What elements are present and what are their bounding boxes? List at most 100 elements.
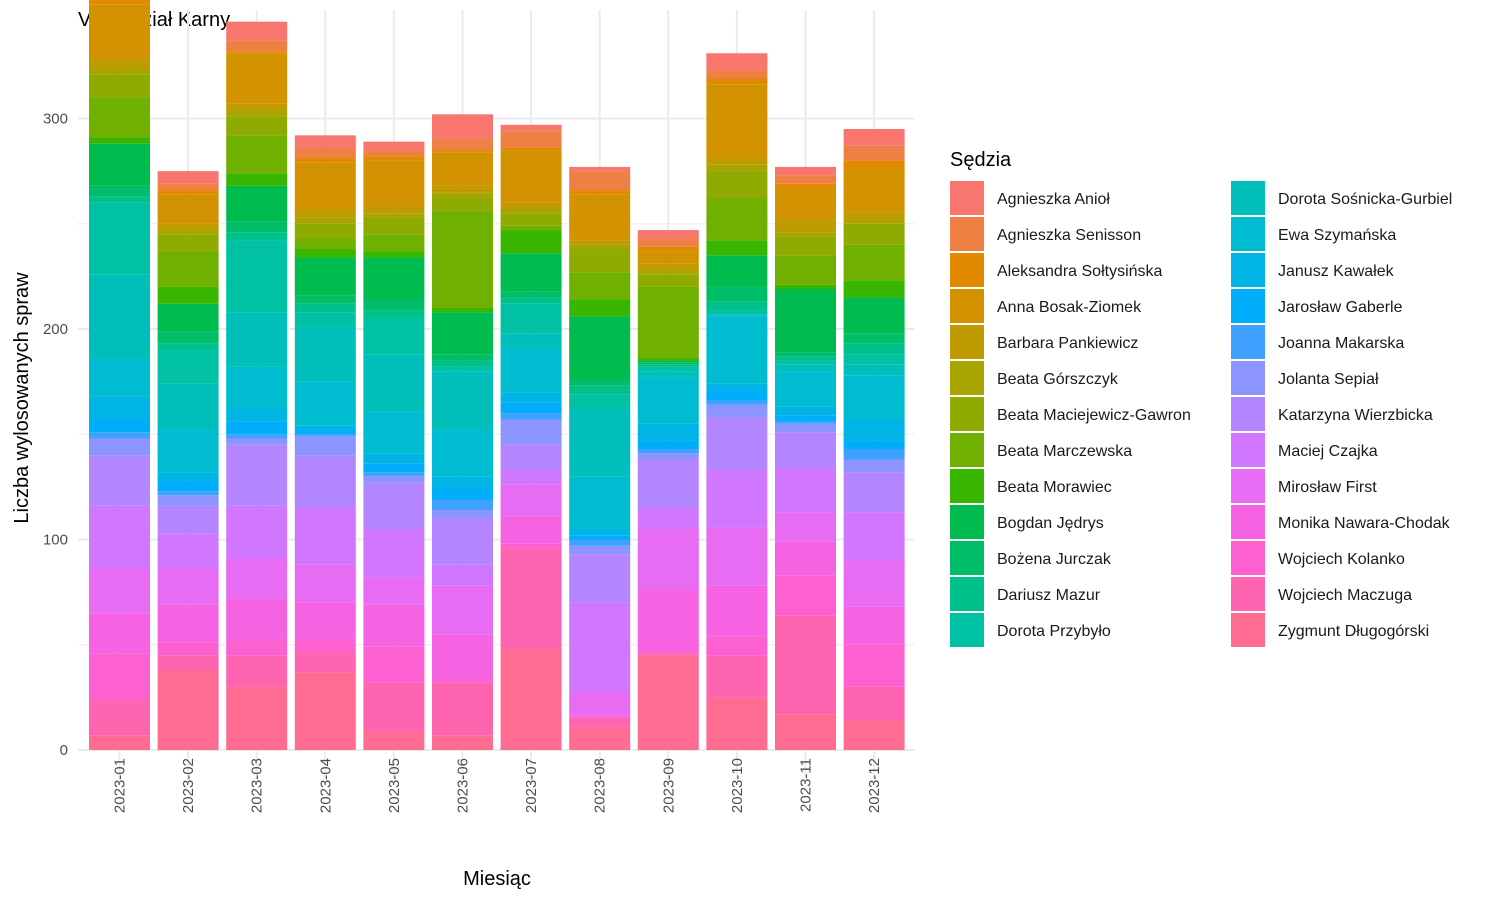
bar-segment [706, 417, 768, 471]
bar-segment [294, 312, 356, 327]
legend-key [1231, 505, 1265, 539]
legend-key [950, 289, 984, 323]
x-tick-label: 2023-12 [866, 758, 883, 813]
bar-segment [432, 312, 493, 355]
bar-segment [89, 202, 150, 275]
bar-segment [226, 438, 288, 445]
legend-key [1231, 253, 1265, 287]
bar-segment [637, 653, 699, 656]
legend-key [950, 361, 984, 395]
bar-segment [706, 383, 768, 391]
bar-segment [843, 364, 905, 376]
bar-segment [500, 648, 562, 750]
bar-segment [775, 352, 836, 357]
bar-segment [569, 554, 631, 603]
x-tick-label: 2023-01 [112, 758, 129, 813]
bar-segment [637, 364, 699, 367]
bar-segment [157, 251, 219, 287]
bar-segment [843, 419, 905, 441]
legend-key [1231, 181, 1265, 215]
bar-segment [432, 499, 493, 511]
legend-label: Dariusz Mazur [997, 587, 1101, 604]
bar-segment [226, 240, 288, 313]
bar-segment [637, 453, 699, 460]
bar-segment [432, 634, 493, 681]
bar-segment [157, 331, 219, 344]
bar-segment [363, 476, 425, 483]
bar-segment [500, 124, 562, 132]
bar-segment [569, 166, 631, 172]
bar-segment [363, 206, 425, 214]
bar-segment [89, 735, 150, 750]
bar-segment [432, 371, 493, 431]
legend-label: Beata Morawiec [997, 479, 1112, 496]
bar-segment [706, 470, 768, 527]
bar-segment [363, 577, 425, 605]
legend-key [1231, 613, 1265, 647]
bar-segment [569, 249, 631, 273]
bar-segment [775, 219, 836, 233]
bar-segment [432, 488, 493, 500]
bar-segment [294, 147, 356, 159]
bar-segment [432, 476, 493, 489]
legend-key [950, 541, 984, 575]
bar-segment [637, 459, 699, 508]
bar-segment [89, 396, 150, 420]
bar-segment [363, 528, 425, 578]
bar-segment [226, 110, 288, 117]
bar-segment [226, 598, 288, 639]
bar-segment [363, 731, 425, 750]
bar-segment [226, 51, 288, 54]
bar-segment [775, 432, 836, 468]
bar-segment [226, 366, 288, 409]
bar-segment [569, 190, 631, 195]
bar-segment [157, 194, 219, 224]
bar-segment [157, 190, 219, 195]
bar-segment [775, 255, 836, 285]
bar-segment [706, 70, 768, 79]
legend-key [1231, 541, 1265, 575]
bar-segment [363, 411, 425, 454]
bar-segment [775, 415, 836, 422]
bar-segment [432, 198, 493, 212]
bar-segment [432, 139, 493, 151]
legend-label: Katarzyna Wierzbicka [1278, 407, 1433, 424]
bar-segment [89, 358, 150, 397]
bar-segment [500, 333, 562, 348]
y-tick-label: 200 [43, 321, 68, 338]
bar-segment [500, 547, 562, 649]
bar-segment [89, 432, 150, 439]
legend-label: Beata Maciejewicz-Gawron [997, 407, 1191, 424]
bar-segment [637, 590, 699, 652]
bar-segment [500, 213, 562, 226]
bar-segment [226, 221, 288, 233]
bar-segment [294, 238, 356, 250]
bar-segment [500, 230, 562, 254]
legend-label: Mirosław First [1278, 479, 1377, 496]
bar-segment [226, 103, 288, 111]
bar-segment [775, 423, 836, 433]
bar-segment [363, 141, 425, 151]
bar-segment [500, 347, 562, 393]
bar-segment [89, 568, 150, 614]
bar-segment [569, 476, 631, 529]
bar-segment [500, 303, 562, 334]
x-tick-label: 2023-10 [729, 758, 746, 813]
legend-label: Jarosław Gaberle [1278, 299, 1403, 316]
bar-segment [363, 257, 425, 300]
bar-segment [775, 406, 836, 416]
bar-segment [775, 284, 836, 290]
bar-segment [637, 651, 699, 654]
bar-segment [706, 286, 768, 302]
bar-segment [706, 301, 768, 311]
legend-label: Zygmunt Długogórski [1278, 623, 1429, 640]
bar-segment [843, 211, 905, 220]
bar-segment [775, 364, 836, 372]
bar-segment [89, 0, 150, 5]
legend-label: Wojciech Kolanko [1278, 551, 1405, 568]
bar-segment [89, 143, 150, 186]
bar-segment [157, 655, 219, 671]
bar-segment [157, 491, 219, 496]
bar-segment [294, 434, 356, 437]
legend-key [950, 613, 984, 647]
